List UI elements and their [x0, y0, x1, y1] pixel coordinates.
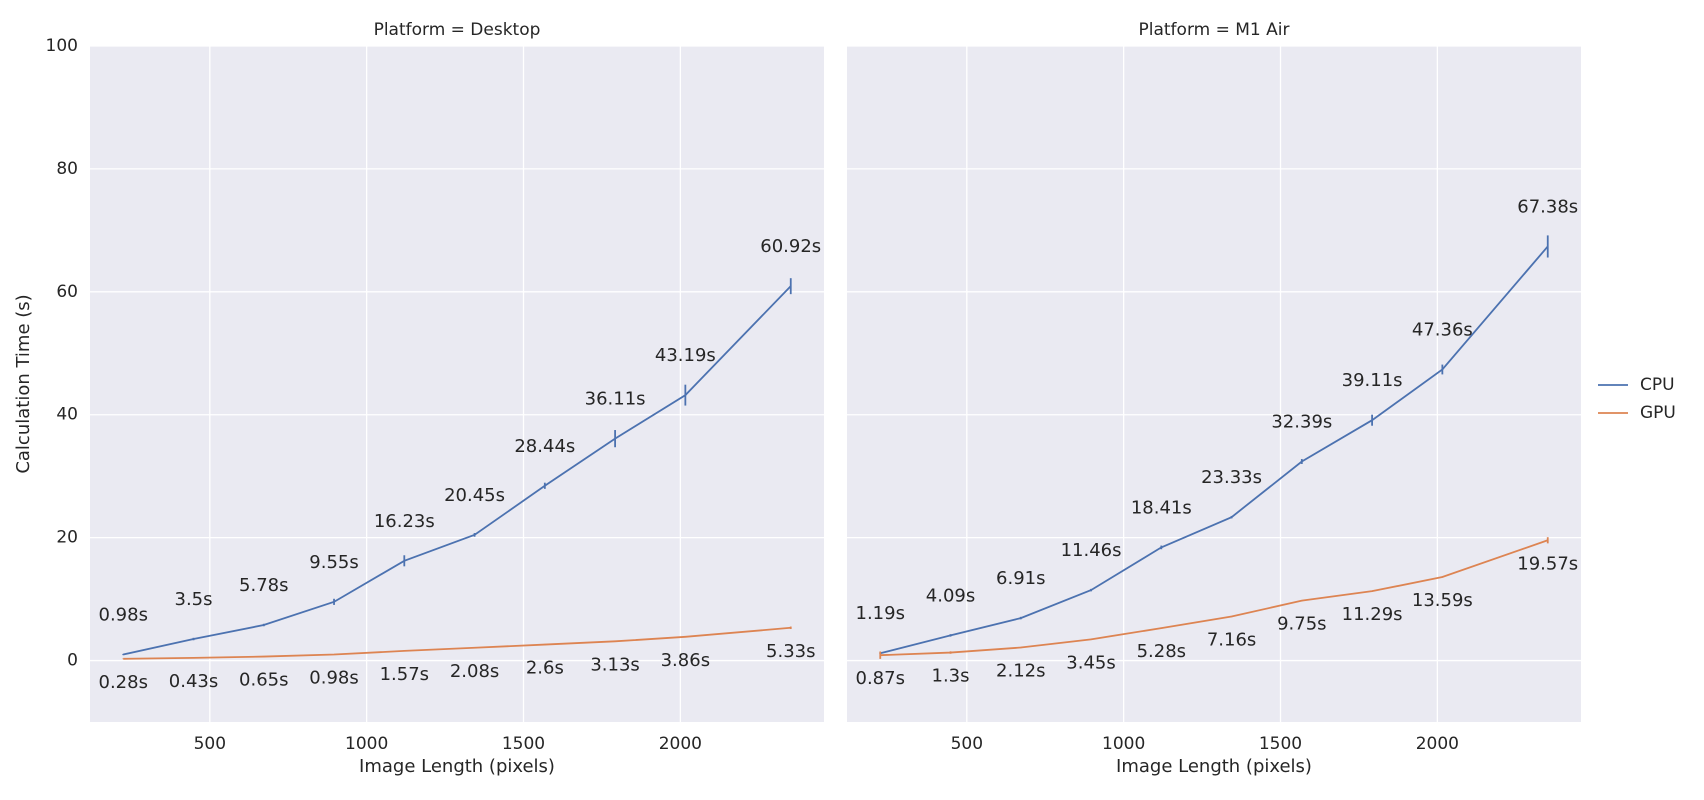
- value-label: 67.38s: [1517, 196, 1578, 217]
- value-label: 16.23s: [374, 511, 435, 532]
- value-label: 5.28s: [1137, 641, 1186, 662]
- data-line: [880, 245, 1549, 655]
- legend-label: CPU: [1640, 375, 1675, 395]
- value-label: 19.57s: [1517, 553, 1578, 574]
- y-tick-label: 0: [67, 651, 78, 671]
- y-tick-label: 40: [56, 405, 78, 425]
- value-label: 2.08s: [450, 661, 499, 682]
- x-tick-label: 1500: [1259, 734, 1302, 754]
- value-label: 0.65s: [239, 670, 288, 691]
- x-tick-label: 1000: [1102, 734, 1145, 754]
- value-label: 7.16s: [1207, 630, 1256, 651]
- value-label: 3.5s: [175, 589, 213, 610]
- y-axis-label: Calculation Time (s): [13, 294, 34, 473]
- y-tick-label: 80: [56, 159, 78, 179]
- value-label: 11.46s: [1061, 540, 1122, 561]
- value-label: 9.75s: [1277, 614, 1326, 635]
- panel-title: Platform = M1 Air: [1139, 20, 1290, 40]
- data-line: [880, 539, 1549, 657]
- y-tick-label: 60: [56, 282, 78, 302]
- value-label: 1.19s: [856, 603, 905, 624]
- value-label: 0.87s: [856, 668, 905, 689]
- value-label: 32.39s: [1271, 411, 1332, 432]
- value-label: 1.3s: [932, 666, 970, 687]
- value-label: 6.91s: [996, 568, 1045, 589]
- x-axis-label: Image Length (pixels): [1116, 756, 1312, 777]
- value-label: 2.12s: [996, 661, 1045, 682]
- value-label: 9.55s: [309, 552, 358, 573]
- value-label: 39.11s: [1342, 370, 1403, 391]
- x-tick-label: 1000: [345, 734, 388, 754]
- x-tick-label: 2000: [1416, 734, 1459, 754]
- panel-title: Platform = Desktop: [374, 20, 541, 40]
- value-label: 43.19s: [655, 345, 716, 366]
- value-label: 60.92s: [760, 236, 821, 257]
- x-tick-label: 2000: [659, 734, 702, 754]
- value-label: 3.86s: [661, 650, 710, 671]
- value-label: 23.33s: [1201, 467, 1262, 488]
- x-axis-label: Image Length (pixels): [359, 756, 555, 777]
- value-label: 0.98s: [309, 668, 358, 689]
- value-label: 13.59s: [1412, 590, 1473, 611]
- plot-area: [90, 46, 824, 722]
- value-label: 18.41s: [1131, 497, 1192, 518]
- value-label: 11.29s: [1342, 604, 1403, 625]
- value-label: 20.45s: [444, 485, 505, 506]
- x-tick-label: 1500: [502, 734, 545, 754]
- x-tick-label: 500: [951, 734, 983, 754]
- value-label: 2.6s: [526, 658, 564, 679]
- y-tick-label: 100: [46, 36, 78, 56]
- value-label: 0.98s: [99, 605, 148, 626]
- value-label: 36.11s: [585, 389, 646, 410]
- value-label: 5.33s: [766, 641, 815, 662]
- value-label: 0.43s: [169, 671, 218, 692]
- value-label: 0.28s: [99, 672, 148, 693]
- value-label: 47.36s: [1412, 319, 1473, 340]
- data-line: [123, 285, 792, 656]
- data-line: [123, 626, 791, 660]
- value-label: 5.78s: [239, 575, 288, 596]
- value-label: 3.13s: [590, 654, 639, 675]
- legend-label: GPU: [1640, 403, 1676, 423]
- x-tick-label: 500: [194, 734, 226, 754]
- plot-area: [847, 46, 1581, 722]
- value-label: 1.57s: [380, 664, 429, 685]
- value-label: 3.45s: [1066, 652, 1115, 673]
- value-label: 28.44s: [514, 436, 575, 457]
- y-tick-label: 20: [56, 528, 78, 548]
- value-label: 4.09s: [926, 585, 975, 606]
